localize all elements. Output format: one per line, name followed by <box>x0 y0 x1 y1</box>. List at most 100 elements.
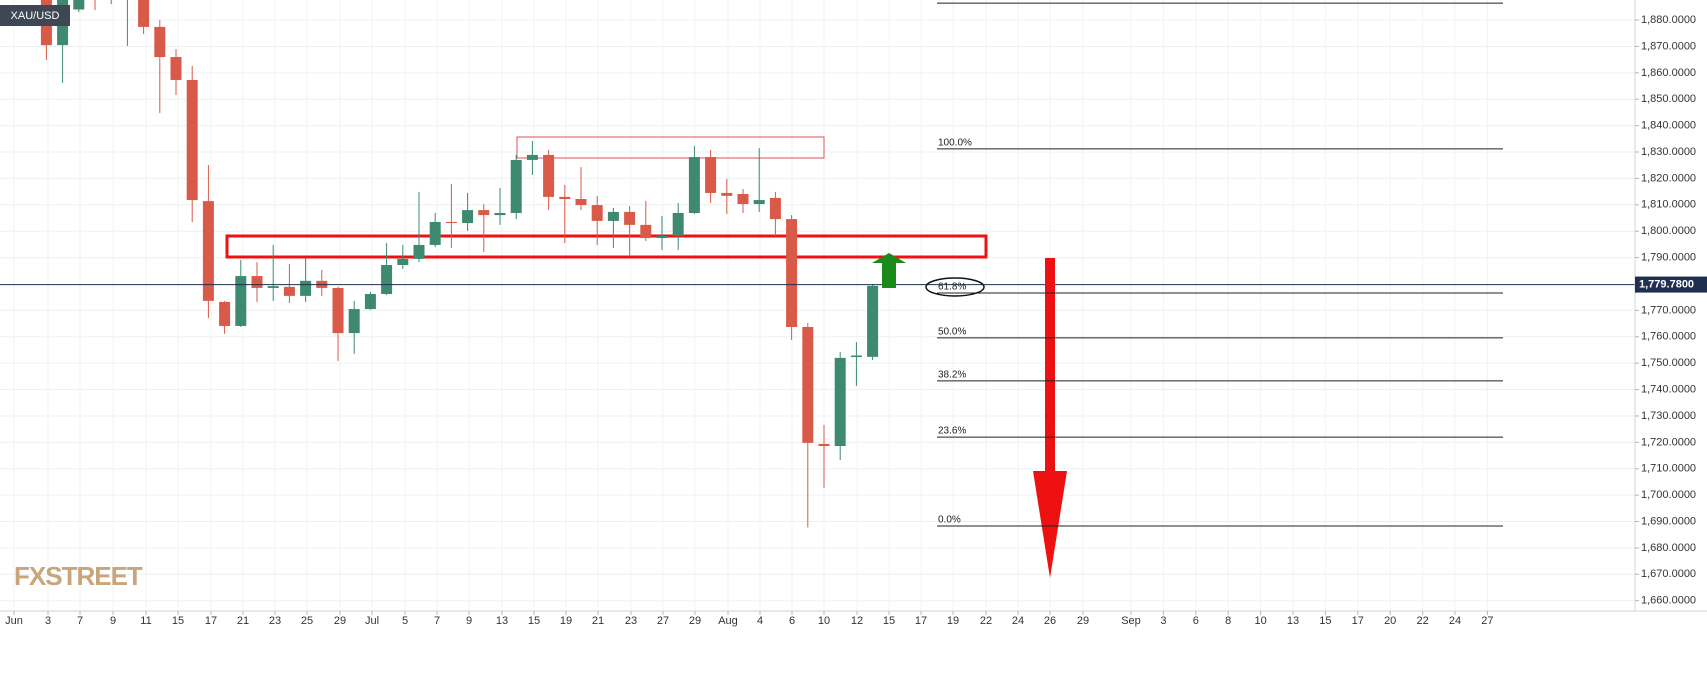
red-arrow-shaft <box>1045 258 1055 472</box>
candle-body <box>721 192 733 196</box>
symbol-label: XAU/USD <box>11 10 60 22</box>
y-tick-label: 1,880.0000 <box>1641 14 1696 26</box>
y-tick-label: 1,790.0000 <box>1641 252 1696 264</box>
y-tick-label: 1,750.0000 <box>1641 357 1696 369</box>
x-tick-label: 8 <box>1225 615 1231 627</box>
candle-body <box>640 224 652 239</box>
x-tick-label: 13 <box>496 615 508 627</box>
fib-label: 0.0% <box>938 515 961 526</box>
candle-body <box>769 197 781 220</box>
y-tick-label: 1,800.0000 <box>1641 225 1696 237</box>
y-tick-label: 1,830.0000 <box>1641 146 1696 158</box>
x-tick-label: 29 <box>334 615 346 627</box>
x-tick-label: 20 <box>1384 615 1396 627</box>
red-arrow-head <box>1033 471 1067 578</box>
y-tick-label: 1,680.0000 <box>1641 542 1696 554</box>
y-tick-label: 1,850.0000 <box>1641 93 1696 105</box>
y-tick-label: 1,860.0000 <box>1641 67 1696 79</box>
y-tick-label: 1,660.0000 <box>1641 595 1696 607</box>
candle-body <box>381 264 393 295</box>
candle-body <box>332 287 344 334</box>
x-tick-label: Sep <box>1121 615 1141 627</box>
x-tick-label: 3 <box>45 615 51 627</box>
candle-body <box>300 280 312 296</box>
fib-label: 38.2% <box>938 369 966 380</box>
y-tick-label: 1,770.0000 <box>1641 304 1696 316</box>
y-tick-label: 1,720.0000 <box>1641 436 1696 448</box>
y-tick-label: 1,870.0000 <box>1641 40 1696 52</box>
y-tick-label: 1,740.0000 <box>1641 383 1696 395</box>
annotation-layer: 138.2% 100.0% 61.8% 50.0% 38.2% 23.6% 0.0% <box>872 0 1503 578</box>
candle-body <box>267 286 279 288</box>
green-arrow-head <box>872 253 906 263</box>
x-tick-label: 23 <box>269 615 281 627</box>
x-tick-label: 26 <box>1044 615 1056 627</box>
x-tick-label: 21 <box>237 615 249 627</box>
candle-body <box>818 443 830 447</box>
resistance-box <box>516 136 825 159</box>
candle-body <box>688 157 700 213</box>
x-tick-label: 19 <box>560 615 572 627</box>
x-tick-label: 4 <box>757 615 763 627</box>
candle-body <box>219 301 231 326</box>
candle-body <box>737 193 749 205</box>
candle-body <box>591 205 603 221</box>
candle-body <box>202 201 214 301</box>
x-tick-label: 12 <box>851 615 863 627</box>
candle-body <box>672 212 684 236</box>
support-zone <box>225 234 988 259</box>
candle-body <box>624 211 636 225</box>
x-tick-label: 22 <box>1416 615 1428 627</box>
candle-body <box>494 212 506 216</box>
green-arrow-shaft <box>882 262 896 288</box>
x-tick-label: 15 <box>172 615 184 627</box>
x-tick-label: 19 <box>947 615 959 627</box>
fib-label: 23.6% <box>938 426 966 437</box>
candle-body <box>348 309 360 334</box>
x-tick-label: 17 <box>1352 615 1364 627</box>
x-tick-label: 11 <box>140 615 151 627</box>
x-tick-label: 24 <box>1449 615 1461 627</box>
fib-label: 100.0% <box>938 137 972 148</box>
candle-body <box>786 219 798 328</box>
x-tick-label: 15 <box>1319 615 1331 627</box>
y-tick-label: 1,670.0000 <box>1641 568 1696 580</box>
x-tick-label: 6 <box>1193 615 1199 627</box>
y-tick-label: 1,730.0000 <box>1641 410 1696 422</box>
y-tick-label: 1,810.0000 <box>1641 199 1696 211</box>
x-tick-label: 15 <box>883 615 895 627</box>
candle-body <box>607 211 619 221</box>
x-tick-label: 17 <box>915 615 927 627</box>
x-tick-label: 23 <box>625 615 637 627</box>
candle-body <box>73 0 85 10</box>
candle-body <box>867 285 879 357</box>
symbol-badge <box>0 5 70 26</box>
candle-body <box>575 199 587 206</box>
x-tick-label: 21 <box>592 615 604 627</box>
last-price-badge <box>1635 276 1707 293</box>
y-tick-label: 1,700.0000 <box>1641 489 1696 501</box>
candle-body <box>526 154 538 160</box>
x-tick-label: 25 <box>301 615 313 627</box>
candle-body <box>656 235 668 239</box>
candle-body <box>283 286 295 296</box>
x-tick-label: 10 <box>1254 615 1266 627</box>
x-tick-label: 27 <box>1481 615 1493 627</box>
candle-body <box>462 210 474 224</box>
candle-body <box>413 244 425 259</box>
x-tick-label: 17 <box>205 615 217 627</box>
candle-body <box>251 276 263 288</box>
candle-body <box>543 154 555 197</box>
candle-body <box>364 294 376 310</box>
candle-body <box>235 276 247 326</box>
x-tick-label: Aug <box>718 615 738 627</box>
x-tick-label: 7 <box>434 615 440 627</box>
x-tick-label: 10 <box>818 615 830 627</box>
candle-body <box>154 26 166 58</box>
candle-body <box>802 327 814 443</box>
x-tick-label: 7 <box>77 615 83 627</box>
candle-body <box>559 196 571 200</box>
x-tick-label: 22 <box>980 615 992 627</box>
